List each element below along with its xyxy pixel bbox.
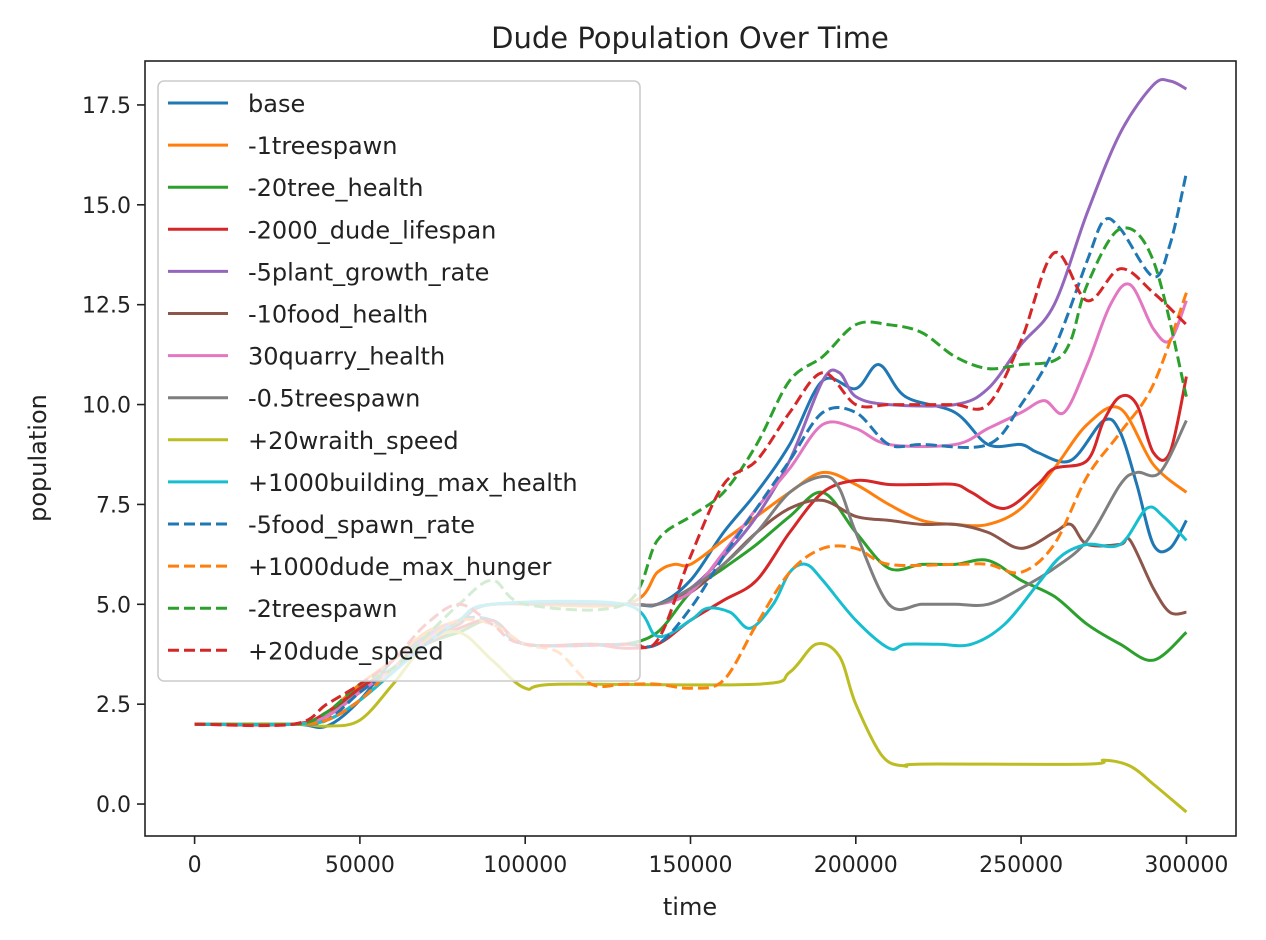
legend: base -1treespawn -20tree_health -2000_dude_…	[157, 80, 641, 682]
legend-label: +20dude_speed	[248, 637, 444, 665]
x-tick-label: 150000	[649, 853, 733, 878]
legend-label: base	[248, 90, 305, 118]
legend-label: -10food_health	[248, 301, 428, 329]
x-axis-title: time	[663, 893, 717, 921]
y-tick-label: 0.0	[96, 793, 131, 818]
y-tick-label: 15.0	[82, 194, 131, 219]
y-axis-ticks: 0.0 2.5 5.0 7.5 10.0 12.5 15.0 17.5	[82, 94, 145, 818]
y-axis-title: population	[24, 394, 52, 522]
legend-label: -20tree_health	[248, 174, 423, 202]
x-axis-ticks: 0 50000 100000 150000 200000 250000 300000	[188, 836, 1228, 878]
legend-label: -5food_spawn_rate	[248, 511, 475, 539]
legend-label: +1000dude_max_hunger	[248, 553, 552, 581]
x-tick-label: 250000	[979, 853, 1063, 878]
legend-box	[157, 80, 641, 682]
y-tick-label: 2.5	[96, 693, 131, 718]
legend-label: -5plant_growth_rate	[248, 258, 489, 286]
x-tick-label: 50000	[325, 853, 395, 878]
x-tick-label: 200000	[814, 853, 898, 878]
legend-label: -0.5treespawn	[248, 385, 420, 413]
y-tick-label: 17.5	[82, 94, 131, 119]
x-tick-label: 300000	[1144, 853, 1228, 878]
y-tick-label: 10.0	[82, 394, 131, 419]
series-line-11	[194, 172, 1188, 726]
y-tick-label: 7.5	[96, 493, 131, 518]
x-tick-label: 0	[188, 853, 202, 878]
legend-label: 30quarry_health	[248, 343, 445, 371]
series-line-9	[194, 630, 1188, 814]
chart-title: Dude Population Over Time	[491, 21, 889, 55]
legend-label: +1000building_max_health	[248, 469, 578, 497]
legend-label: -2treespawn	[248, 595, 398, 623]
legend-label: -2000_dude_lifespan	[248, 216, 496, 244]
y-tick-label: 12.5	[82, 294, 131, 319]
y-tick-label: 5.0	[96, 593, 131, 618]
x-tick-label: 100000	[483, 853, 567, 878]
legend-label: +20wraith_speed	[248, 427, 459, 455]
series-line-13	[194, 226, 1188, 727]
legend-label: -1treespawn	[248, 132, 398, 160]
